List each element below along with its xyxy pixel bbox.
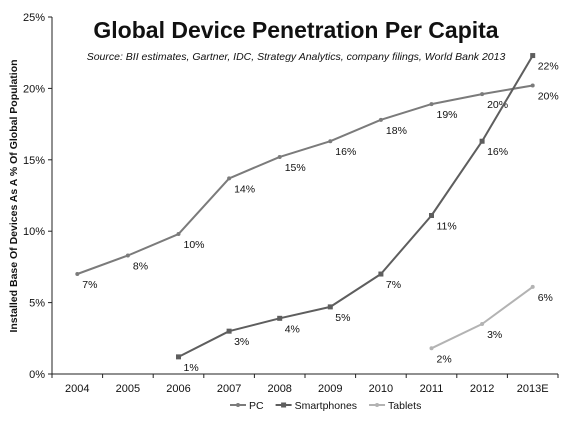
- legend-marker-smartphones: [281, 402, 287, 408]
- data-point-pc: [429, 102, 434, 107]
- x-tick-label: 2011: [420, 383, 444, 395]
- data-point-tablets: [530, 284, 535, 289]
- legend-item-pc: PC: [230, 400, 264, 412]
- series-smartphones: 1% 3% 4% 5% 7% 11% 16% 22%: [176, 53, 559, 374]
- data-point-pc: [176, 232, 181, 237]
- legend-marker-tablets: [375, 403, 380, 407]
- data-label-smartphones: 16%: [487, 146, 508, 158]
- x-tick-label: 2010: [369, 383, 393, 395]
- data-label-pc: 15%: [285, 162, 306, 174]
- data-label-pc: 20%: [487, 99, 508, 111]
- y-tick-label: 5%: [29, 298, 45, 310]
- data-label-pc: 20%: [538, 91, 559, 103]
- legend: PC Smartphones Tablets: [230, 400, 421, 412]
- legend-item-smartphones: Smartphones: [275, 400, 357, 412]
- data-label-pc: 8%: [133, 260, 148, 272]
- series-tablets: 2% 3% 6%: [429, 284, 553, 365]
- series-line-pc: [76, 84, 533, 275]
- data-point-pc: [378, 117, 383, 122]
- x-tick-label: 2004: [65, 383, 89, 395]
- data-label-smartphones: 7%: [386, 279, 401, 291]
- data-point-smartphones: [530, 53, 536, 59]
- y-tick-label: 25%: [23, 12, 45, 24]
- y-tick-label: 20%: [23, 83, 45, 95]
- data-point-smartphones: [277, 315, 283, 321]
- data-point-pc: [328, 139, 333, 144]
- data-label-pc: 14%: [234, 183, 255, 195]
- chart-subtitle: Source: BII estimates, Gartner, IDC, Str…: [87, 51, 506, 63]
- data-point-smartphones: [176, 354, 181, 360]
- data-point-smartphones: [429, 212, 434, 218]
- data-point-pc: [227, 176, 232, 181]
- series-line-smartphones: [178, 55, 534, 358]
- legend-label-smartphones: Smartphones: [295, 400, 357, 412]
- x-tick-label: 2012: [470, 383, 494, 395]
- data-label-pc: 10%: [184, 239, 205, 251]
- data-label-pc: 16%: [335, 146, 356, 158]
- data-label-smartphones: 22%: [538, 61, 559, 73]
- data-point-tablets: [429, 346, 434, 351]
- chart-title: Global Device Penetration Per Capita: [93, 17, 498, 43]
- x-tick-label: 2006: [166, 383, 190, 395]
- legend-label-tablets: Tablets: [388, 400, 421, 412]
- data-point-smartphones: [327, 304, 333, 310]
- data-label-pc: 19%: [437, 109, 458, 121]
- data-label-smartphones: 4%: [285, 323, 300, 335]
- legend-marker-pc: [236, 403, 240, 407]
- data-point-pc: [480, 92, 485, 97]
- data-label-smartphones: 11%: [437, 220, 457, 232]
- y-tick-label: 0%: [29, 369, 45, 381]
- data-label-tablets: 6%: [538, 292, 553, 304]
- x-tick-label: 2009: [318, 383, 342, 395]
- y-tick-label: 10%: [23, 226, 45, 238]
- x-tick-label: 2013E: [517, 383, 549, 395]
- data-label-tablets: 2%: [437, 353, 452, 365]
- data-point-pc: [530, 83, 535, 88]
- y-tick-label: 15%: [23, 155, 45, 167]
- data-label-pc: 18%: [386, 125, 407, 137]
- data-point-pc: [125, 253, 130, 258]
- legend-label-pc: PC: [249, 400, 264, 412]
- data-label-smartphones: 3%: [234, 336, 249, 348]
- axes: 0% 5% 10% 15% 20% 25% 2004 2005 2006 2007 2008 2009…: [23, 12, 559, 395]
- series-line-tablets: [431, 286, 534, 350]
- data-label-pc: 7%: [82, 279, 97, 291]
- y-axis-label: Installed Base Of Devices As A % Of Glob…: [8, 59, 20, 332]
- data-label-tablets: 3%: [487, 329, 502, 341]
- data-point-pc: [75, 272, 80, 277]
- series-pc: 7% 8% 10% 14% 15% 16% 18% 19% 20% 20%: [75, 83, 559, 291]
- data-point-smartphones: [479, 138, 485, 144]
- x-tick-label: 2007: [217, 383, 241, 395]
- data-label-smartphones: 1%: [184, 362, 199, 374]
- data-point-tablets: [480, 322, 485, 327]
- data-point-smartphones: [378, 271, 384, 277]
- data-point-smartphones: [226, 328, 232, 334]
- data-label-smartphones: 5%: [335, 312, 350, 324]
- x-tick-label: 2008: [267, 383, 291, 395]
- data-point-pc: [277, 154, 282, 159]
- x-tick-label: 2005: [116, 383, 140, 395]
- series-layer: 7% 8% 10% 14% 15% 16% 18% 19% 20% 20% 1% 3% 4% 5% 7% 11…: [75, 53, 559, 374]
- legend-item-tablets: Tablets: [369, 400, 421, 412]
